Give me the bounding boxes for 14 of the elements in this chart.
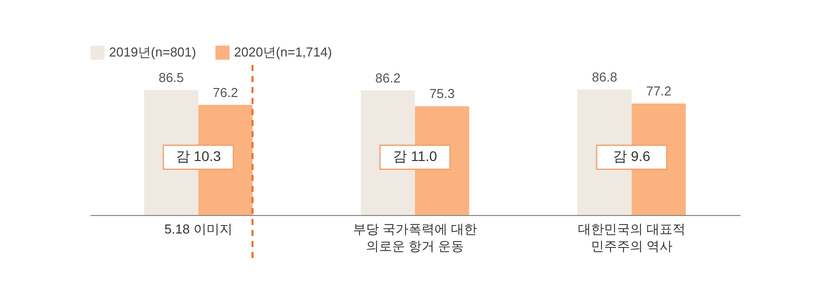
annotation: 감 9.6 bbox=[612, 148, 651, 164]
legend-label: 2020년(n=1,714) bbox=[234, 44, 332, 60]
data-label: 76.2 bbox=[212, 84, 238, 100]
data-label: 86.5 bbox=[158, 70, 184, 86]
x-tick-label: 부당 국가폭력에 대한 의로운 항거 운동 bbox=[352, 222, 478, 254]
data-label: 75.3 bbox=[429, 86, 455, 102]
x-tick-label: 5.18 이미지 bbox=[164, 222, 232, 236]
legend-label: 2019년(n=801) bbox=[109, 44, 196, 60]
x-tick-label: 대한민국의 대표적 민주주의 역사 bbox=[578, 222, 686, 254]
data-label: 86.8 bbox=[592, 70, 618, 85]
data-label: 77.2 bbox=[646, 83, 672, 98]
annotation: 감 11.0 bbox=[392, 148, 438, 164]
annotation: 감 10.3 bbox=[176, 148, 222, 164]
data-label: 86.2 bbox=[375, 70, 401, 86]
